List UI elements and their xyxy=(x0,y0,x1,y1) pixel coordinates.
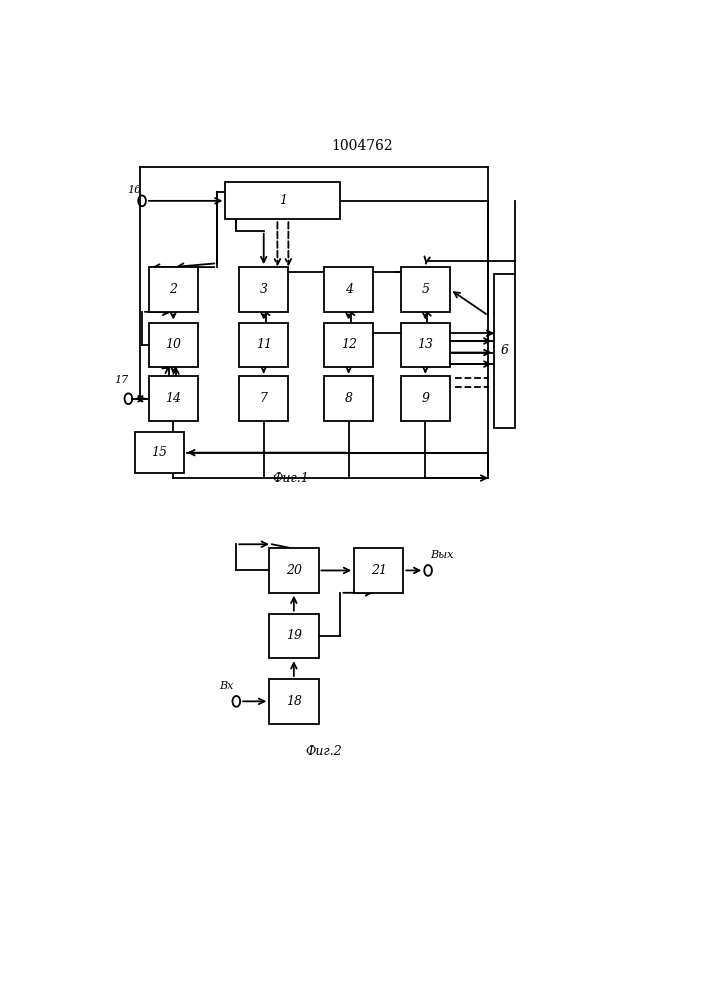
Text: 19: 19 xyxy=(286,629,302,642)
Bar xyxy=(324,323,373,367)
Text: 10: 10 xyxy=(165,338,181,351)
Bar xyxy=(324,376,373,421)
Bar xyxy=(239,376,288,421)
Text: 9: 9 xyxy=(421,392,429,405)
Text: 14: 14 xyxy=(165,392,181,405)
Bar xyxy=(401,323,450,367)
Text: Фиг.2: Фиг.2 xyxy=(305,745,342,758)
Text: Вх: Вх xyxy=(218,681,233,691)
Text: 15: 15 xyxy=(151,446,168,459)
Text: Фиг.1: Фиг.1 xyxy=(273,472,310,485)
Text: 12: 12 xyxy=(341,338,356,351)
Bar xyxy=(494,274,515,428)
Bar xyxy=(239,323,288,367)
Text: 18: 18 xyxy=(286,695,302,708)
Text: 1: 1 xyxy=(279,194,287,207)
Bar xyxy=(148,376,198,421)
Bar xyxy=(148,323,198,367)
Text: 1004762: 1004762 xyxy=(332,139,393,153)
Text: 4: 4 xyxy=(344,283,353,296)
Bar xyxy=(324,267,373,312)
Text: 2: 2 xyxy=(169,283,177,296)
Text: 8: 8 xyxy=(344,392,353,405)
Bar xyxy=(269,679,319,724)
Bar xyxy=(148,267,198,312)
Bar xyxy=(354,548,404,593)
Text: 16: 16 xyxy=(127,185,141,195)
Bar xyxy=(401,376,450,421)
Text: 5: 5 xyxy=(421,283,429,296)
Text: 20: 20 xyxy=(286,564,302,577)
Bar xyxy=(401,267,450,312)
Text: 17: 17 xyxy=(115,375,129,385)
Text: 3: 3 xyxy=(259,283,268,296)
Text: 6: 6 xyxy=(501,344,509,358)
Text: 13: 13 xyxy=(417,338,433,351)
Bar xyxy=(239,267,288,312)
Text: 21: 21 xyxy=(370,564,387,577)
Bar xyxy=(269,548,319,593)
Text: 11: 11 xyxy=(256,338,271,351)
Text: Вых: Вых xyxy=(431,550,454,560)
Text: 7: 7 xyxy=(259,392,268,405)
Bar xyxy=(269,614,319,658)
Bar xyxy=(135,432,185,473)
Bar xyxy=(226,182,341,219)
